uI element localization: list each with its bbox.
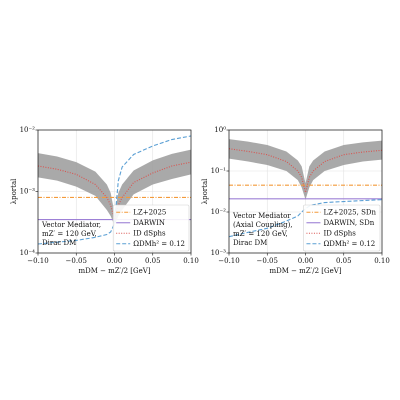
legend-box bbox=[112, 204, 190, 252]
y-tick-label: 10⁻¹ bbox=[211, 167, 227, 175]
annotation: (Axial Coupling), bbox=[233, 221, 293, 229]
legend-box bbox=[303, 204, 381, 252]
y-tick-label: 10⁻² bbox=[211, 208, 227, 216]
annotation: mZ′ = 120 GeV, bbox=[42, 230, 97, 238]
series-line bbox=[37, 161, 192, 222]
x-tick-label: 0.05 bbox=[336, 257, 352, 265]
panel: −0.10 −0.05 0.00 0.05 0.10 10⁻³ 10⁻² 10⁻¹ 10⁰ mDM… bbox=[201, 126, 390, 275]
legend-label: ΩDMh² = 0.12 bbox=[133, 240, 185, 248]
y-tick-label: 10⁰ bbox=[214, 126, 226, 134]
y-axis-label: λportal bbox=[10, 178, 18, 204]
y-tick-label: 10⁻⁴ bbox=[20, 249, 36, 257]
x-tick-label: 0.10 bbox=[183, 257, 199, 265]
x-tick-label: −0.10 bbox=[218, 257, 239, 265]
legend-label: ID dSphs bbox=[133, 229, 166, 237]
y-tick-label: 10⁻² bbox=[20, 126, 36, 134]
x-axis-label: mDM − mZ′/2 [GeV] bbox=[78, 267, 150, 275]
y-tick-label: 10⁻³ bbox=[20, 188, 36, 196]
legend-label: ΩDMh² = 0.12 bbox=[323, 240, 375, 248]
y-axis-label: λportal bbox=[201, 178, 209, 204]
annotation: Dirac DM bbox=[42, 239, 76, 247]
x-tick-label: 0.10 bbox=[374, 257, 390, 265]
series-line bbox=[37, 135, 192, 245]
x-tick-label: −0.05 bbox=[66, 257, 87, 265]
x-tick-label: 0.00 bbox=[107, 257, 123, 265]
legend-label: ID dSphs bbox=[323, 229, 356, 237]
legend-label: DARWIN bbox=[133, 219, 165, 227]
series-line bbox=[228, 148, 383, 193]
annotation: Vector Mediator, bbox=[41, 221, 101, 229]
annotation: Vector Mediator bbox=[232, 212, 291, 220]
uncertainty-band bbox=[38, 149, 191, 226]
plot-frame bbox=[228, 129, 383, 254]
x-tick-label: −0.10 bbox=[27, 257, 48, 265]
plot-frame bbox=[37, 129, 192, 254]
x-tick-label: −0.05 bbox=[257, 257, 278, 265]
legend-label: LZ+2025, SDn bbox=[323, 208, 376, 216]
x-tick-label: 0.00 bbox=[298, 257, 314, 265]
legend-label: DARWIN, SDn bbox=[323, 219, 374, 227]
panel: −0.10 −0.05 0.00 0.05 0.10 10⁻⁴ 10⁻³ 10⁻² mDM − … bbox=[10, 126, 199, 275]
annotation: Dirac DM bbox=[233, 239, 267, 247]
x-axis-label: mDM − mZ′/2 [GeV] bbox=[269, 267, 341, 275]
legend-label: LZ+2025 bbox=[133, 208, 166, 216]
annotation: mZ′ = 120 GeV, bbox=[233, 230, 288, 238]
series-line bbox=[228, 199, 383, 238]
y-tick-label: 10⁻³ bbox=[211, 249, 227, 257]
x-tick-label: 0.05 bbox=[145, 257, 161, 265]
